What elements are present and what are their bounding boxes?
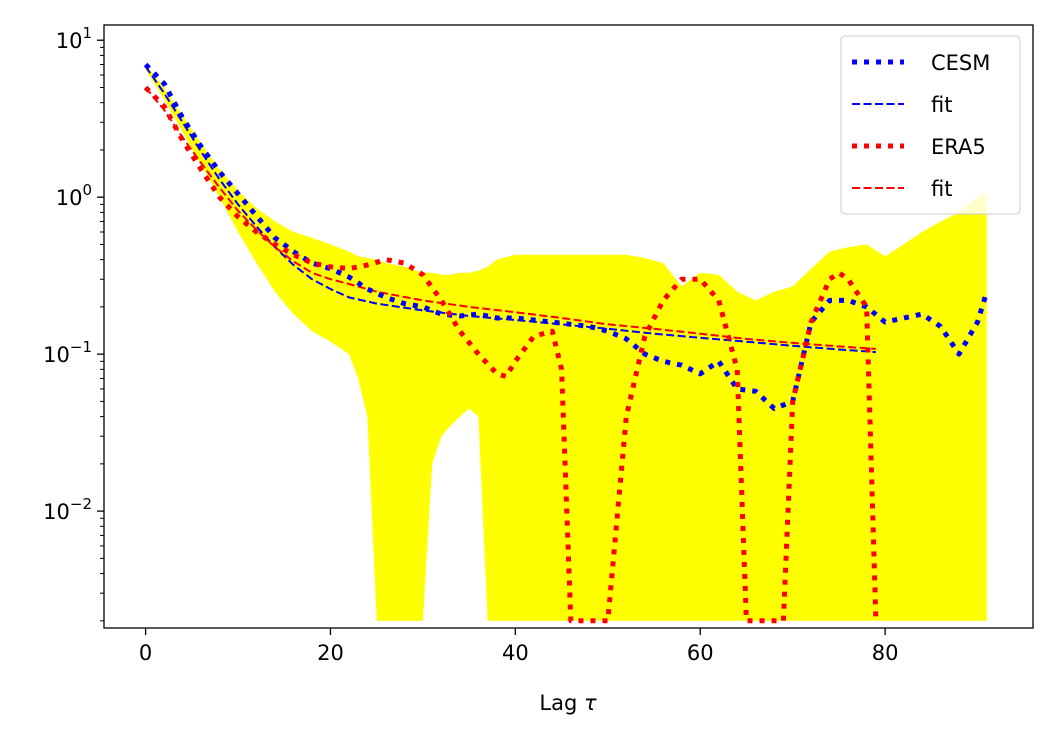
series-3-fit-line [144,86,876,350]
y-axis: 10−2 10−1 100 101 [43,24,104,622]
x-tick-label: 40 [502,641,529,665]
series-1-fit-line [144,65,876,354]
x-tick-label: 80 [872,641,899,665]
legend-frame [840,35,1021,215]
x-tick-label: 0 [139,641,152,665]
x-tick-label: 20 [317,641,344,665]
x-tick-label: 60 [687,641,714,665]
legend-label-0-cesm: CESM [931,51,990,75]
legend-label-3-fit: fit [931,177,952,201]
legend: CESM fit ERA5 fit [840,35,1021,215]
band-layer [145,64,987,621]
x-axis: 0 20 40 60 80 [139,628,899,665]
x-axis-label-text: Lag [539,691,577,715]
y-tick-label: 10−2 [43,495,92,524]
series-0-cesm-line [143,62,990,412]
plot-frame [103,24,1034,629]
legend-label-2-era5: ERA5 [931,135,986,159]
spread-band [145,64,987,621]
legend-label-1-fit: fit [931,93,952,117]
y-tick-label: 101 [56,24,92,53]
y-tick-label: 100 [56,181,92,210]
x-axis-label-symbol: τ [584,691,597,715]
y-tick-label: 10−1 [43,338,92,367]
series-2-era5-line [143,85,879,624]
x-axis-label: Lag τ [539,691,597,715]
series-layer [143,62,990,624]
